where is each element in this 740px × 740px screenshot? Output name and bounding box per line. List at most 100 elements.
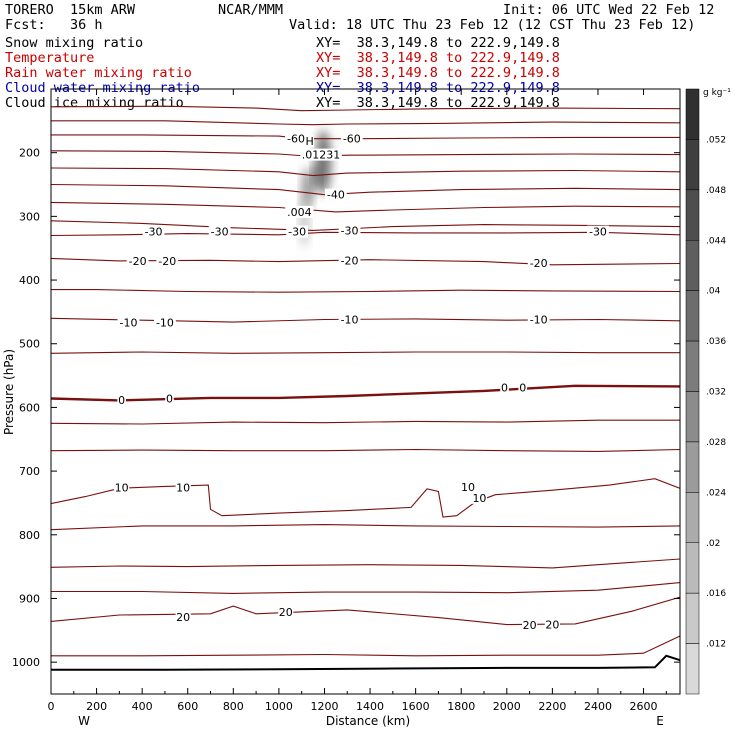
isotherm-line	[51, 317, 680, 323]
colorbar-tick-label: .032	[706, 388, 726, 398]
colorbar-unit: g kg⁻¹	[703, 88, 731, 98]
contour-label-bg	[521, 619, 538, 632]
header-org: NCAR/MMM	[218, 2, 284, 18]
x-tick-label: 1600	[402, 700, 430, 713]
contour-label: -30	[145, 226, 163, 239]
field-name-snow: Snow mixing ratio	[5, 35, 144, 51]
contour-label-bg	[338, 224, 361, 237]
contour-label: -60	[287, 133, 305, 146]
colorbar: .052 .048 .044 .04 .036 .032 .028 .024 .02 .016 .0…	[685, 88, 726, 695]
field-name-rain: Rain water mixing ratio	[5, 65, 192, 81]
contour-label: -30	[288, 226, 306, 239]
contour-label: -10	[530, 314, 548, 327]
colorbar-tick-label: .052	[706, 135, 726, 145]
contour-label: -40	[327, 189, 345, 202]
colorbar-swatch	[685, 240, 700, 291]
contour-label-bg	[285, 205, 314, 218]
contour-label: 10	[461, 481, 475, 494]
x-tick-label: 2200	[538, 700, 566, 713]
isotherm-line	[51, 231, 680, 237]
contour-label: H	[306, 135, 314, 148]
isotherm-line	[51, 558, 680, 569]
isotherm-line	[51, 134, 680, 140]
colorbar-tick-label: .048	[706, 186, 726, 196]
contour-label-bg	[165, 392, 174, 405]
terrain-surface	[51, 654, 680, 671]
contour-label: 10	[115, 482, 129, 495]
isotherm-line	[51, 150, 680, 158]
contour-label-bg	[305, 135, 314, 148]
colorbar-swatch	[685, 441, 700, 493]
x-tick-label: 400	[132, 700, 153, 713]
x-tick-label: 1200	[310, 700, 338, 713]
isotherm-line	[51, 596, 680, 626]
terrain-line	[51, 654, 680, 671]
x-axis-label: Distance (km)	[326, 714, 410, 728]
isotherm-line	[51, 582, 680, 594]
plot-frame	[50, 88, 681, 695]
x-tick-label: 2600	[630, 700, 658, 713]
contour-label: 10	[472, 492, 486, 505]
contour-label-bg	[175, 481, 191, 494]
colorbar-tick-label: .04	[706, 287, 721, 297]
contour-label-bg	[300, 148, 342, 161]
contour-label-bg	[544, 618, 560, 631]
isotherm-line	[51, 201, 680, 213]
y-tick-label: 700	[19, 465, 40, 478]
colorbar-tick-label: .012	[706, 640, 726, 650]
isotherm-line	[51, 524, 680, 531]
colorbar-swatch	[685, 542, 700, 594]
isotherm-line	[51, 384, 680, 402]
contour-label-bg	[175, 610, 191, 623]
contour-label-bg	[114, 481, 130, 494]
contour-label: -20	[158, 255, 176, 268]
contour-label: 20	[523, 619, 537, 632]
header-fcst: Fcst: 36 h	[5, 17, 103, 33]
snow-plume-blob	[300, 195, 309, 247]
field-xy-rain: XY= 38.3,149.8 to 222.9,149.8	[316, 65, 560, 81]
contour-label: 0	[519, 382, 526, 395]
contour-label-bg	[460, 481, 476, 494]
contour-label-bg	[126, 254, 149, 267]
colorbar-swatch	[685, 340, 700, 392]
contour-label: -30	[211, 226, 229, 239]
colorbar-swatch	[685, 643, 700, 695]
isotherm-line	[51, 183, 680, 196]
contour-label-bg	[117, 393, 126, 406]
contour-label-bg	[142, 225, 165, 238]
colorbar-swatch	[685, 139, 700, 191]
field-name-temperature: Temperature	[5, 50, 95, 66]
isotherm-line	[51, 448, 680, 452]
contour-label: -20	[530, 257, 548, 270]
header-init: Init: 06 UTC Wed 22 Feb 12	[503, 2, 715, 18]
y-tick-label: 800	[19, 529, 40, 542]
y-tick-label: 300	[19, 210, 40, 223]
contour-label-bg	[340, 132, 363, 145]
x-axis-east-label: E	[656, 714, 664, 728]
field-name-cloud-water: Cloud water mixing ratio	[5, 80, 201, 96]
x-axis: 0 200 400 600 800 1000 1200 1400 1600 1800 2000 220…	[48, 89, 667, 713]
contour-label: -10	[341, 314, 359, 327]
colorbar-swatch	[685, 391, 700, 443]
isotherm-line	[51, 105, 680, 112]
snow-plume-blob	[312, 162, 321, 191]
contour-label-bg	[278, 605, 294, 618]
y-tick-label: 500	[19, 338, 40, 351]
contour-label-bg	[285, 132, 307, 145]
y-tick-label: 600	[19, 401, 40, 414]
contour-label-bg	[156, 254, 179, 267]
y-axis-label: Pressure (hPa)	[2, 349, 16, 435]
contour-label: -60	[343, 133, 361, 146]
contour-label-bg	[527, 313, 550, 326]
contour-label: -10	[156, 317, 174, 330]
x-tick-label: 600	[177, 700, 198, 713]
contour-label-bg	[471, 491, 488, 504]
isotherm-line	[51, 351, 680, 354]
contour-label: .004	[287, 206, 312, 219]
contour-label: 0	[118, 394, 125, 407]
contour-label: 20	[176, 611, 190, 624]
contour-label-bg	[527, 256, 550, 269]
contour-label: 20	[279, 606, 293, 619]
field-xy-cloud-water: XY= 38.3,149.8 to 222.9,149.8	[316, 80, 560, 96]
